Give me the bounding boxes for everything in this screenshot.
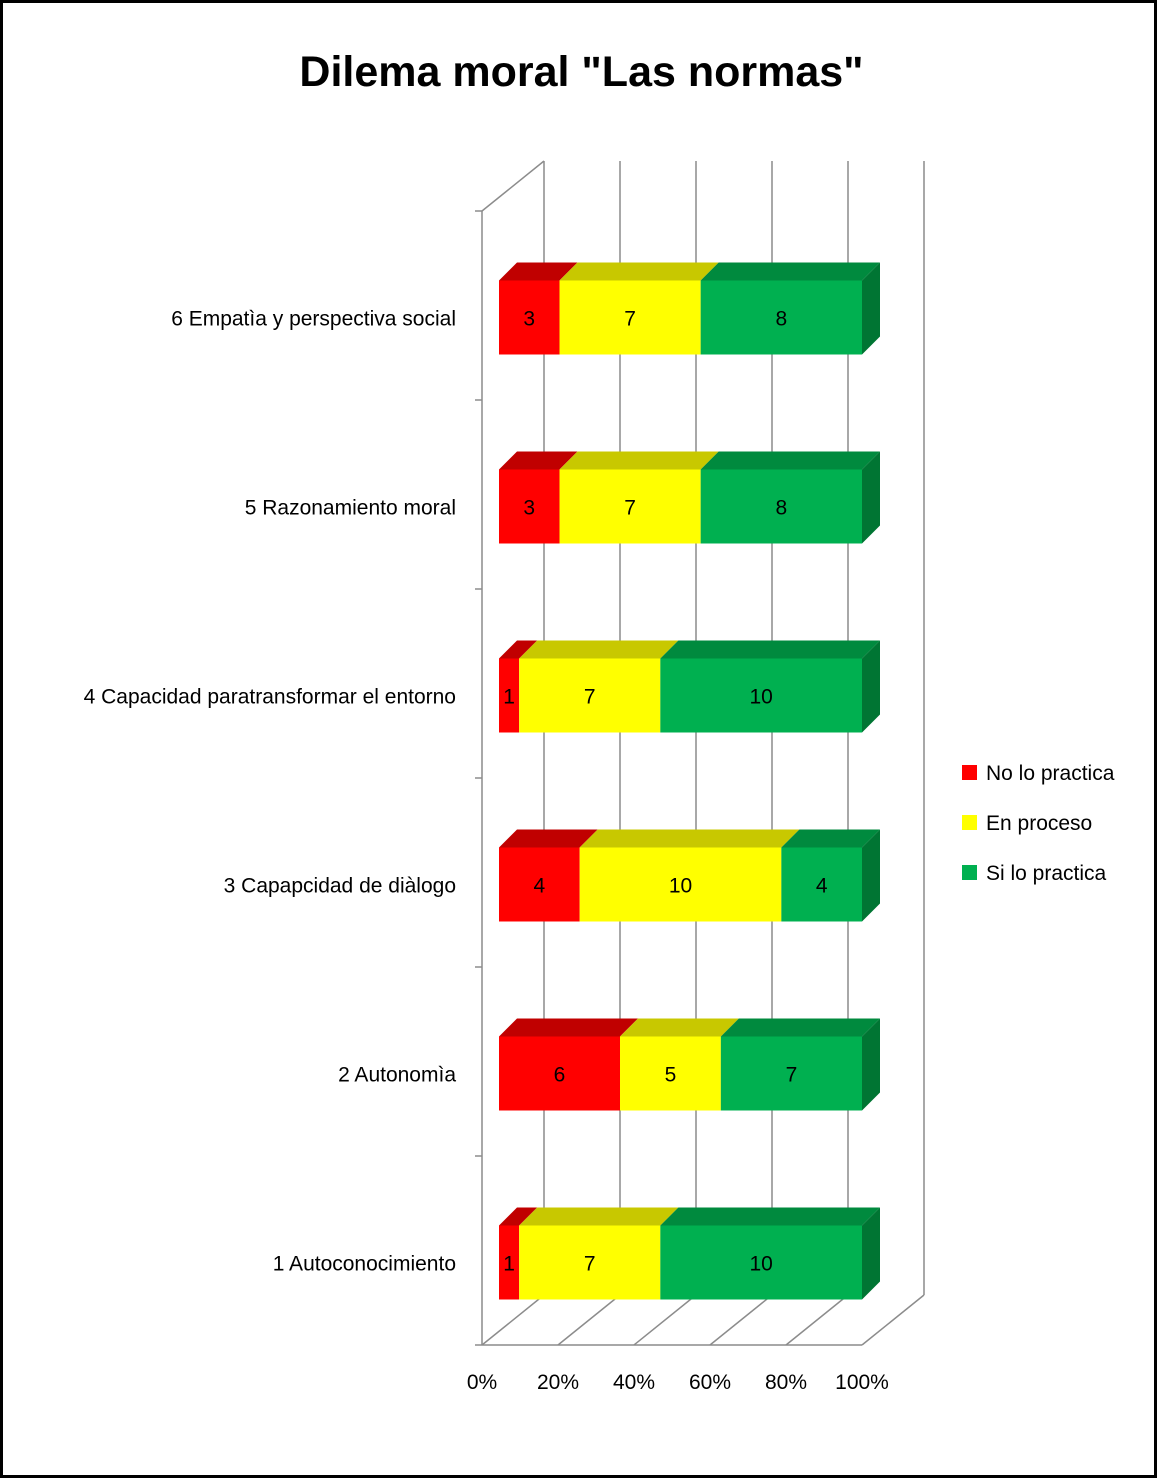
gridline-floor — [709, 1294, 773, 1346]
bar-segment — [519, 1225, 661, 1300]
bar-side-face — [862, 1207, 880, 1300]
gridline-floor — [861, 1294, 925, 1346]
x-tick-label: 40% — [613, 1371, 655, 1394]
bar-segment — [499, 280, 560, 355]
bar-top-face — [499, 640, 538, 659]
legend-swatch — [962, 765, 977, 780]
bar-top-face — [700, 451, 880, 470]
bar-side-face — [862, 1018, 880, 1111]
data-label: 4 — [816, 875, 828, 898]
data-label: 1 — [503, 1253, 515, 1276]
chart-title: Dilema moral "Las normas" — [299, 48, 864, 96]
data-label: 5 — [665, 1064, 677, 1087]
bar-segment — [660, 1225, 862, 1300]
bar-segment — [499, 1036, 620, 1111]
bar-top-face — [620, 1018, 739, 1037]
bar-top-face — [700, 262, 880, 281]
bar-top-face — [660, 640, 880, 659]
data-label: 4 — [533, 875, 545, 898]
bar-top-face — [519, 1207, 679, 1226]
category-label: 3 Capapcidad de diàlogo — [224, 875, 456, 898]
legend-label: No lo practica — [986, 762, 1115, 785]
data-label: 7 — [584, 1253, 596, 1276]
bar-segment — [781, 847, 862, 922]
bar-top-face — [660, 1207, 880, 1226]
category-label: 2 Autonomìa — [338, 1064, 456, 1087]
data-label: 10 — [669, 875, 692, 898]
bar-top-face — [579, 829, 800, 848]
bar-segment — [499, 847, 580, 922]
bar-side-face — [862, 829, 880, 922]
bar-segment — [499, 658, 520, 733]
bar-top-face — [499, 262, 578, 281]
data-label: 8 — [775, 308, 787, 331]
gridline-floor — [785, 1294, 849, 1346]
bar-side-face — [862, 451, 880, 544]
bar-segment — [700, 469, 862, 544]
x-tick-label: 100% — [835, 1371, 889, 1394]
data-label: 1 — [503, 686, 515, 709]
bar-top-face — [499, 829, 598, 848]
x-tick-label: 80% — [765, 1371, 807, 1394]
gridline-floor — [557, 1294, 621, 1346]
x-tick-label: 0% — [467, 1371, 497, 1394]
data-label: 3 — [523, 308, 535, 331]
data-label: 6 — [554, 1064, 566, 1087]
bar-segment — [700, 280, 862, 355]
bar-segment — [720, 1036, 862, 1111]
bar-top-face — [499, 1018, 638, 1037]
bar-top-face — [499, 1207, 538, 1226]
category-label: 4 Capacidad paratransformar el entorno — [84, 686, 456, 709]
category-label: 1 Autoconocimiento — [273, 1253, 456, 1276]
bar-segment — [559, 469, 701, 544]
bar-top-face — [499, 451, 578, 470]
data-label: 10 — [749, 1253, 772, 1276]
bar-top-face — [781, 829, 880, 848]
bar-top-face — [720, 1018, 880, 1037]
x-tick-label: 60% — [689, 1371, 731, 1394]
bar-segment — [579, 847, 782, 922]
bar-segment — [660, 658, 862, 733]
bar-side-face — [862, 262, 880, 355]
category-label: 5 Razonamiento moral — [245, 497, 456, 520]
category-label: 6 Empatìa y perspectiva social — [171, 308, 456, 331]
gridline-floor — [481, 1294, 545, 1346]
data-label: 10 — [749, 686, 772, 709]
data-label: 7 — [786, 1064, 798, 1087]
bar-segment — [499, 469, 560, 544]
bar-top-face — [519, 640, 679, 659]
legend-label: En proceso — [986, 812, 1092, 835]
data-label: 7 — [584, 686, 596, 709]
bar-side-face — [862, 640, 880, 733]
legend-swatch — [962, 865, 977, 880]
bar-top-face — [559, 451, 719, 470]
legend-swatch — [962, 815, 977, 830]
bar-segment — [559, 280, 701, 355]
data-label: 8 — [775, 497, 787, 520]
bar-segment — [519, 658, 661, 733]
wall-top-edge — [481, 160, 545, 212]
bar-top-face — [559, 262, 719, 281]
data-label: 3 — [523, 497, 535, 520]
legend-label: Si lo practica — [986, 862, 1107, 885]
bar-segment — [499, 1225, 520, 1300]
data-label: 7 — [624, 497, 636, 520]
x-tick-label: 20% — [537, 1371, 579, 1394]
data-label: 7 — [624, 308, 636, 331]
gridline-floor — [633, 1294, 697, 1346]
bar-segment — [620, 1036, 721, 1111]
